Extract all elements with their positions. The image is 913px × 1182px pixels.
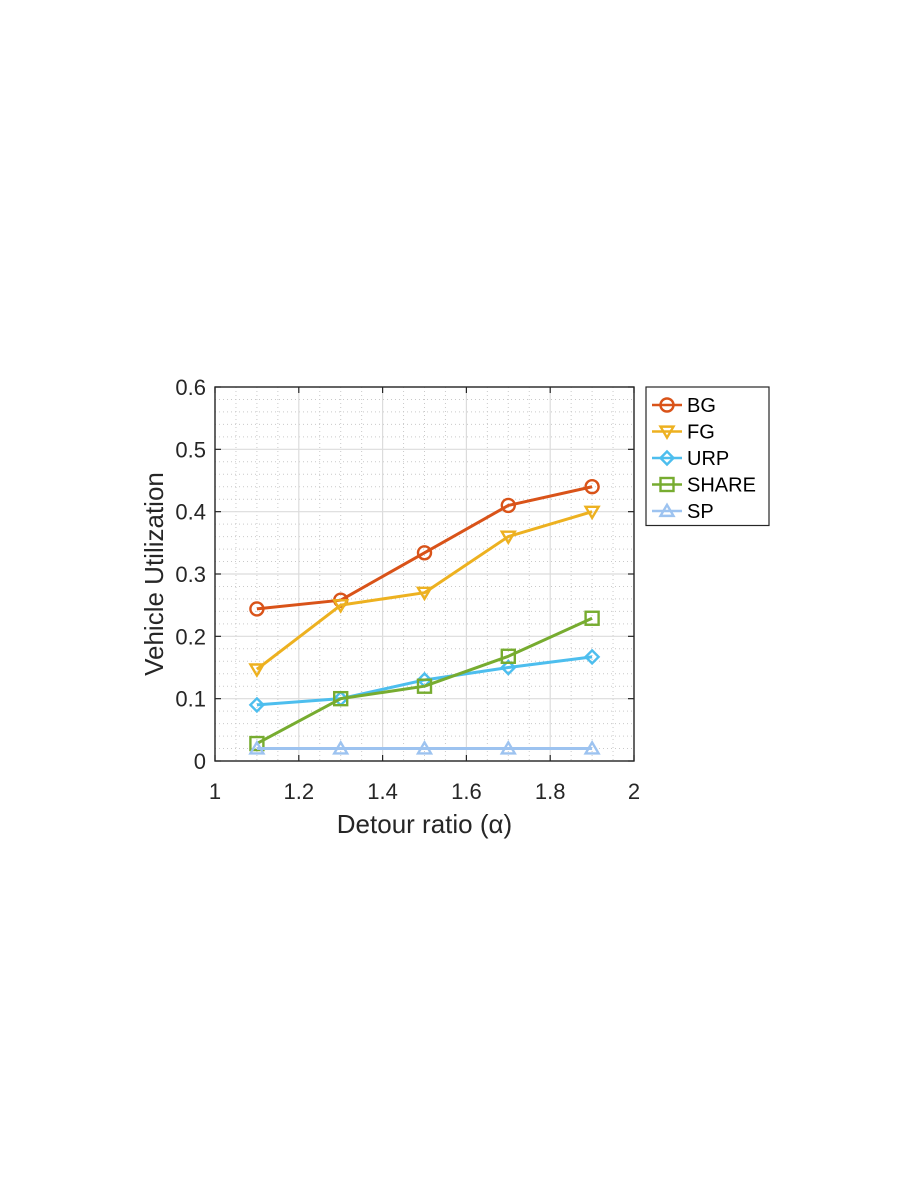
y-tick-label: 0	[194, 749, 206, 774]
series-sp	[248, 739, 601, 755]
axes	[214, 386, 635, 762]
series-line-bg	[256, 485, 593, 611]
legend-item-bg: BG	[652, 395, 716, 417]
data-point-urp	[583, 648, 601, 666]
data-point-share	[333, 690, 349, 707]
legend-item-urp: URP	[652, 448, 729, 470]
legend-marker-urp	[658, 449, 676, 467]
data-point-urp	[248, 696, 266, 714]
data-point-sp	[499, 739, 517, 755]
data-point-urp	[500, 659, 517, 676]
grid	[214, 386, 635, 762]
series-bg	[249, 479, 600, 617]
legend-marker-fg	[658, 425, 676, 441]
data-point-share	[416, 678, 433, 694]
data-point-fg	[332, 599, 350, 614]
data-point-bg	[584, 479, 600, 495]
x-tick-label: 2	[628, 779, 640, 804]
data-point-fg	[415, 586, 434, 602]
y-tick-label: 0.5	[175, 437, 206, 462]
x-axis-title: Detour ratio (α)	[337, 809, 512, 839]
legend-item-fg: FG	[652, 422, 715, 444]
series-share	[249, 610, 600, 752]
legend-marker-sp	[658, 502, 676, 518]
data-point-bg	[249, 601, 265, 617]
tick-labels: 1 1.2 1.4 1.6 1.8 2 0 0.1 0.2 0.3 0.4 0.5 0.6	[175, 375, 640, 804]
legend-item-share: SHARE	[652, 475, 756, 497]
data-point-sp	[415, 739, 434, 755]
y-tick-label: 0.6	[175, 375, 206, 400]
y-tick-label: 0.2	[175, 624, 206, 649]
data-point-share	[500, 648, 516, 664]
x-tick-label: 1.4	[367, 779, 398, 804]
legend-label-sp: SP	[687, 501, 714, 523]
series-group	[248, 479, 601, 755]
legend-item-sp: SP	[652, 501, 714, 523]
series-fg	[248, 505, 601, 678]
x-tick-label: 1	[209, 779, 221, 804]
legend-label-fg: FG	[687, 422, 715, 444]
y-axis-title: Vehicle Utilization	[139, 472, 169, 676]
legend-label-bg: BG	[687, 395, 716, 417]
data-point-fg	[499, 530, 517, 546]
data-point-share	[249, 735, 265, 752]
data-point-fg	[583, 505, 601, 521]
data-point-sp	[332, 739, 350, 755]
data-point-sp	[583, 739, 601, 755]
legend-box	[645, 386, 770, 527]
x-tick-label: 1.8	[535, 779, 566, 804]
data-point-bg	[500, 497, 516, 514]
legend-marker-bg	[659, 397, 675, 413]
y-tick-label: 0.1	[175, 687, 206, 712]
y-tick-label: 0.3	[175, 562, 206, 587]
x-tick-label: 1.6	[451, 779, 482, 804]
legend-marker-share	[659, 476, 675, 493]
data-point-sp	[248, 739, 266, 755]
data-point-share	[584, 610, 600, 626]
legend: BG FG URP SHARE SP	[645, 386, 770, 527]
legend-label-share: SHARE	[687, 475, 756, 497]
y-tick-label: 0.4	[175, 500, 206, 525]
x-tick-label: 1.2	[284, 779, 315, 804]
series-line-share	[256, 616, 593, 745]
legend-label-urp: URP	[687, 448, 729, 470]
series-line-fg	[255, 510, 593, 671]
data-point-fg	[248, 663, 266, 678]
data-point-bg	[416, 545, 433, 561]
